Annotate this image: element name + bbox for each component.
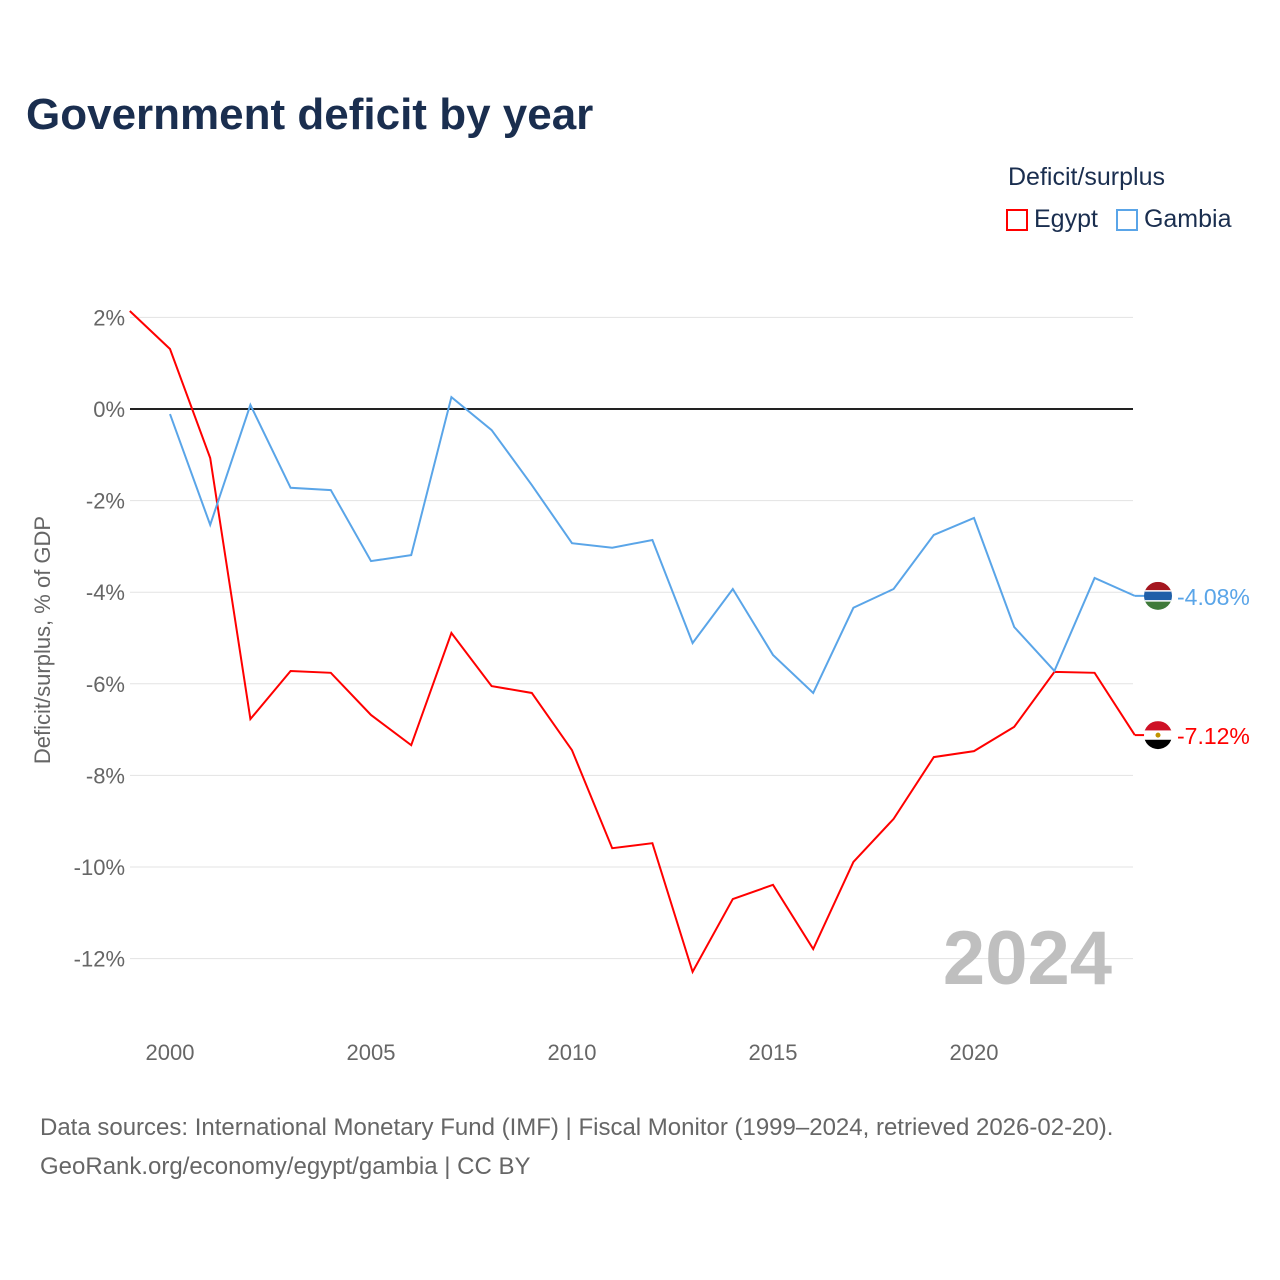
y-tick-label: -8% (86, 763, 125, 788)
legend-item-gambia[interactable]: Gambia (1115, 205, 1232, 234)
end-value-label-gambia: -4.08% (1177, 584, 1250, 610)
legend-item-egypt[interactable]: Egypt (1006, 205, 1098, 234)
legend-swatch-egypt (1006, 208, 1028, 231)
legend-title: Deficit/surplus (1008, 163, 1165, 191)
y-tick-label: -10% (74, 855, 125, 880)
y-tick-label: -12% (74, 947, 125, 972)
legend: Egypt Gambia (1006, 205, 1231, 234)
series-line-gambia (169, 395, 1136, 695)
y-tick-label: -6% (86, 672, 125, 697)
x-tick-label: 2010 (548, 1040, 597, 1065)
x-tick-label: 2000 (146, 1040, 195, 1065)
y-tick-label: 0% (93, 397, 125, 422)
x-tick-label: 2020 (950, 1040, 999, 1065)
source-note: Data sources: International Monetary Fun… (40, 1108, 1113, 1186)
y-tick-label: 2% (93, 305, 125, 330)
legend-label-egypt: Egypt (1034, 205, 1098, 233)
y-tick-label: -4% (86, 580, 125, 605)
y-axis-label: Deficit/surplus, % of GDP (30, 516, 55, 764)
year-annotation: 2024 (943, 916, 1112, 1001)
chart-title: Government deficit by year (26, 90, 594, 139)
end-value-label-egypt: -7.12% (1177, 723, 1250, 749)
x-tick-label: 2015 (749, 1040, 798, 1065)
y-tick-label: -2% (86, 489, 125, 514)
legend-swatch-gambia (1115, 208, 1138, 231)
source-line-2[interactable]: GeoRank.org/economy/egypt/gambia | CC BY (40, 1153, 531, 1180)
egypt-flag-icon (1144, 721, 1172, 750)
legend-label-gambia: Gambia (1143, 205, 1232, 233)
source-line-1: Data sources: International Monetary Fun… (40, 1114, 1114, 1141)
series-line-egypt (129, 310, 1136, 975)
gambia-flag-icon (1144, 581, 1172, 610)
x-tick-label: 2005 (347, 1040, 396, 1065)
